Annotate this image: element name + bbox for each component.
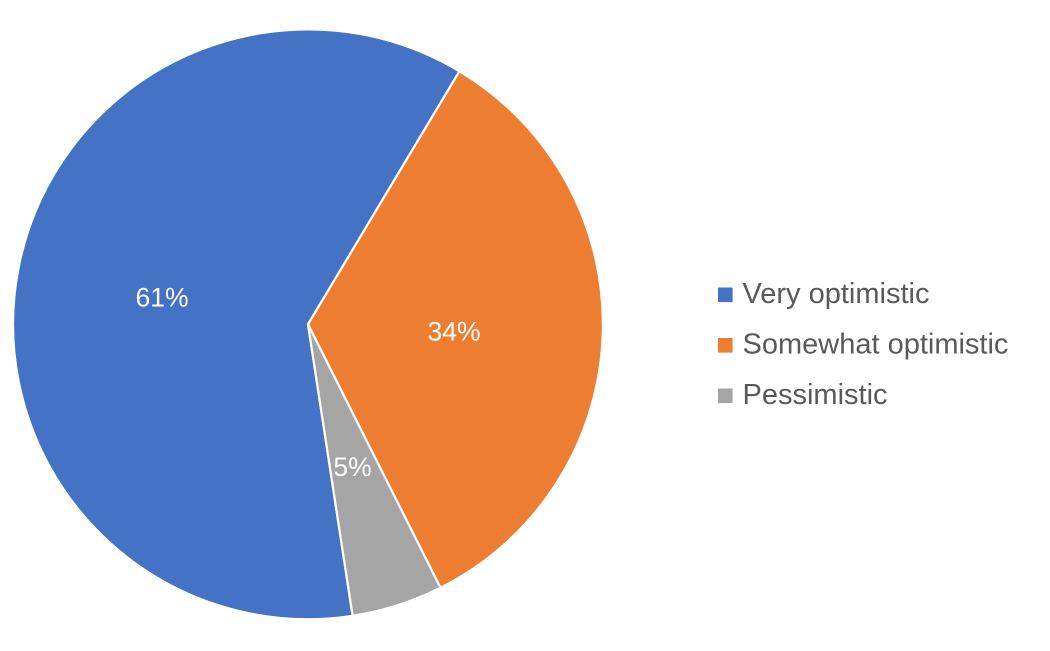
svg-text:61%: 61%	[135, 283, 188, 313]
svg-text:Very optimistic: Very optimistic	[743, 278, 930, 310]
svg-text:Somewhat optimistic: Somewhat optimistic	[743, 329, 1009, 361]
svg-text:Pessimistic: Pessimistic	[743, 379, 888, 411]
svg-text:34%: 34%	[427, 317, 480, 347]
svg-text:5%: 5%	[333, 452, 371, 482]
